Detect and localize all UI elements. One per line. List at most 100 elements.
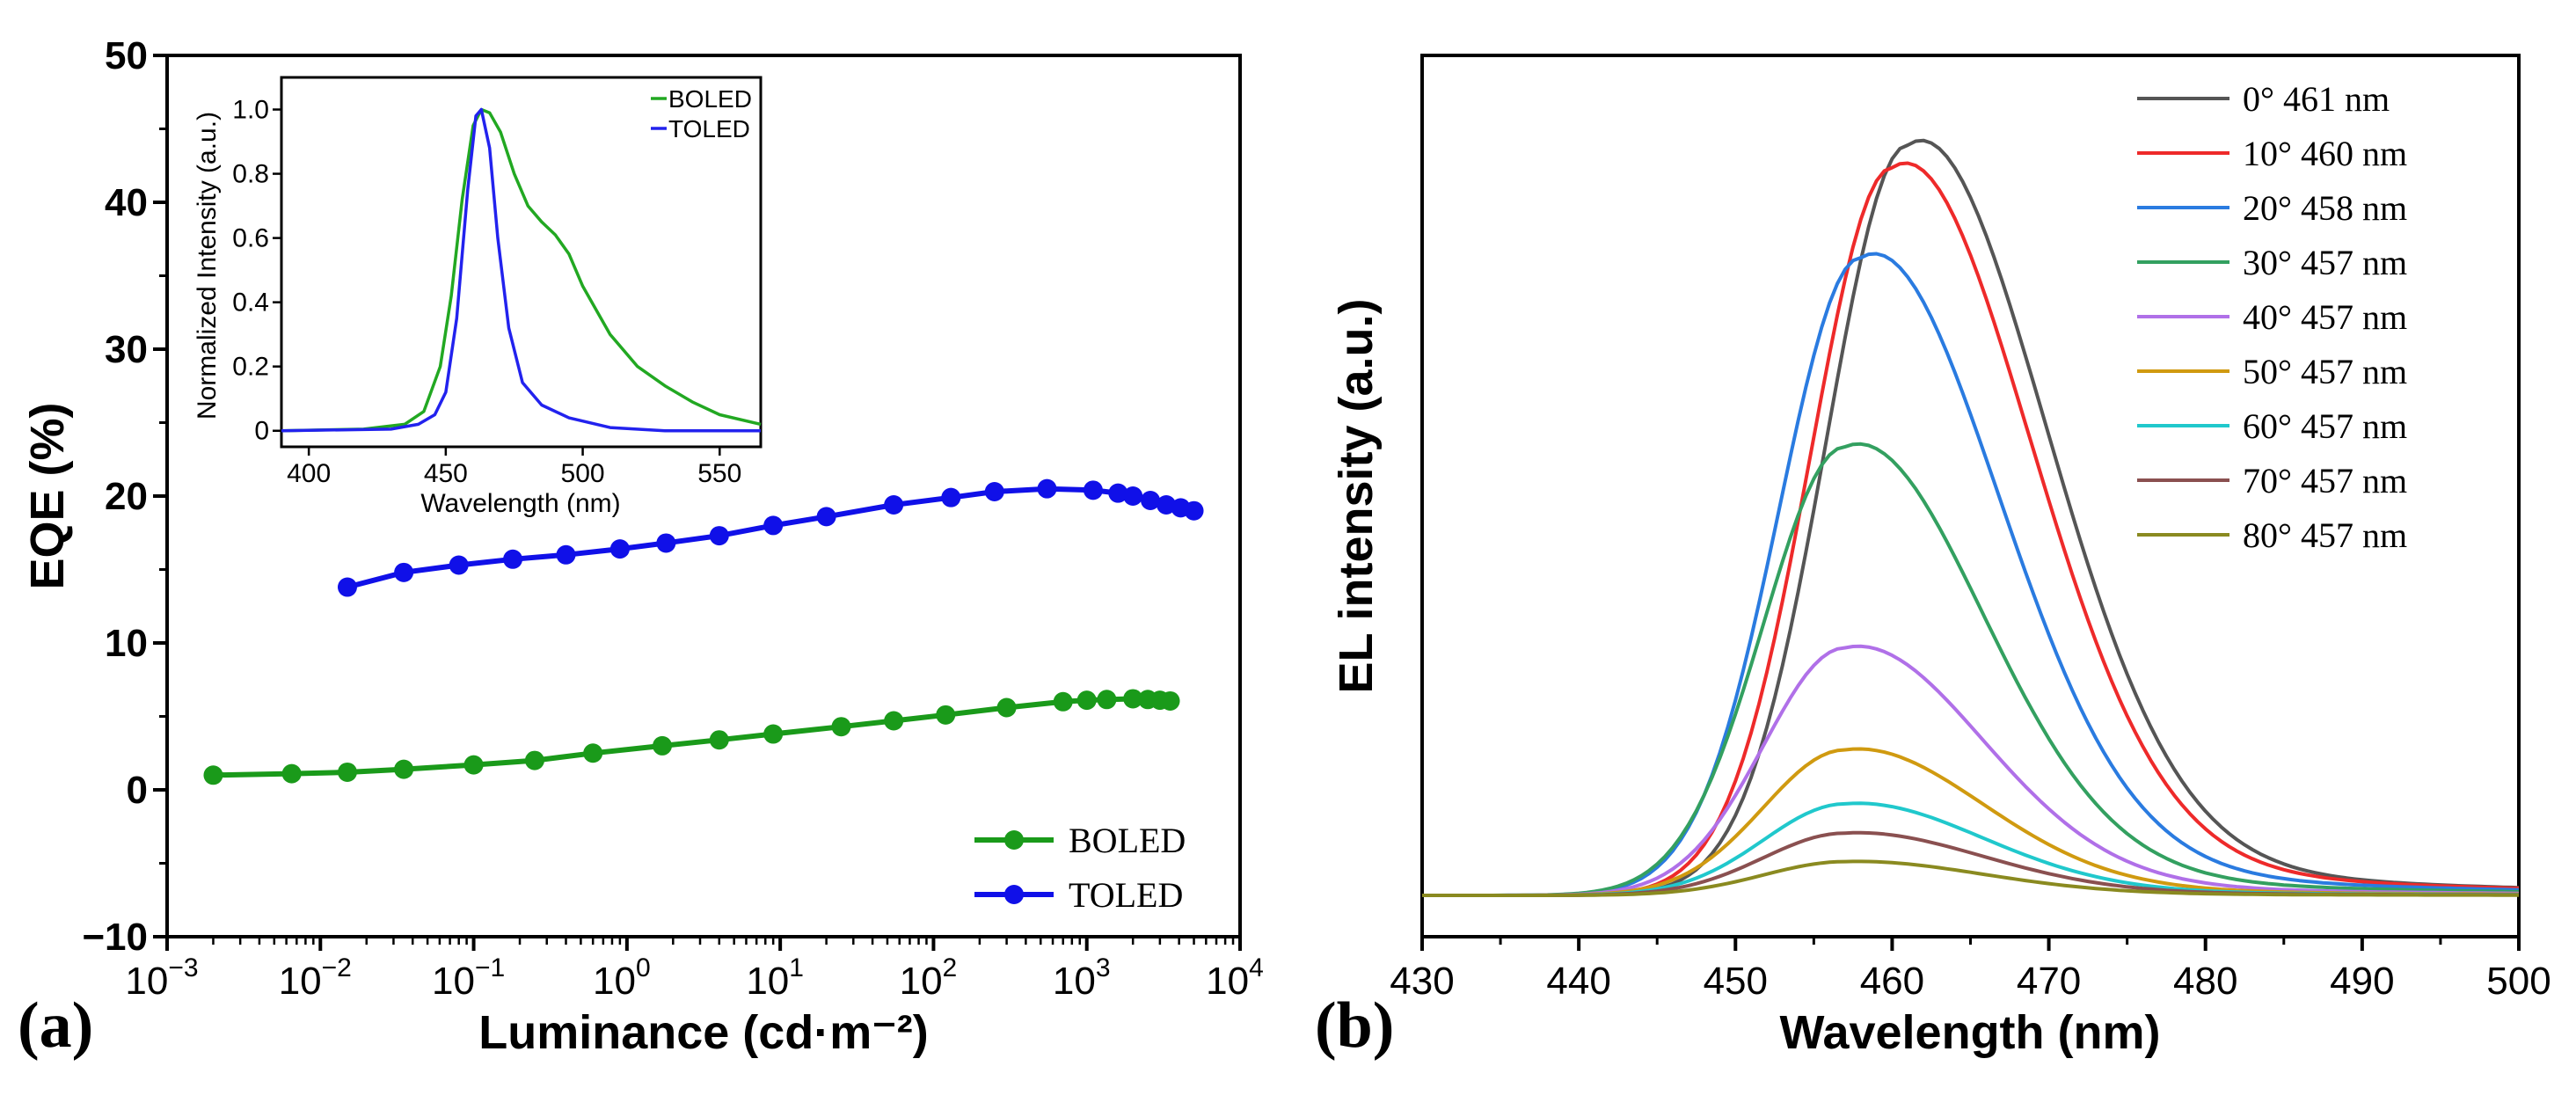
el-x-tick-label: 450 — [1704, 960, 1768, 1003]
inset-x-tick-label: 500 — [561, 459, 605, 488]
eqe-x-axis-title: Luminance (cd·m⁻²) — [478, 1006, 929, 1059]
boled-spectrum-line — [281, 107, 762, 433]
toled-eqe-point — [941, 487, 961, 508]
inset-x-tick-label: 400 — [287, 459, 331, 488]
toled-eqe-point — [816, 507, 836, 527]
el-legend-label-80deg: 80° 457 nm — [2243, 515, 2407, 555]
el-curve-40deg — [1422, 644, 2520, 897]
toled-eqe-point — [656, 533, 676, 553]
eqe-legend: BOLED TOLED — [974, 821, 1186, 915]
toled-eqe-point — [984, 481, 1004, 501]
inset-chart: 0 0.2 0.4 0.6 0.8 1.0 400 450 500 550 Wavelength… — [193, 76, 763, 518]
inset-x-tick-label: 550 — [697, 459, 741, 488]
el-legend-label-50deg: 50° 457 nm — [2243, 352, 2407, 391]
eqe-series — [203, 478, 1204, 785]
eqe-x-tick-label: 101 — [746, 953, 804, 1003]
eqe-y-tick-label: 0 — [127, 769, 148, 812]
eqe-ticks — [153, 54, 1242, 951]
panel-label-a: (a) — [18, 990, 93, 1062]
inset-y-axis-title: Normalized Intensity (a.u.) — [193, 112, 222, 420]
eqe-x-tick-label: 102 — [900, 953, 958, 1003]
inset-y-tick-label: 0.4 — [232, 288, 269, 318]
eqe-y-axis-title: EQE (%) — [21, 402, 74, 589]
boled-eqe-point — [996, 697, 1017, 718]
inset-ticks — [273, 108, 721, 456]
toled-eqe-point — [337, 577, 357, 597]
eqe-x-tick-label: 10−1 — [432, 953, 505, 1003]
toled-legend-label: TOLED — [1069, 875, 1183, 915]
boled-eqe-point — [203, 765, 223, 785]
el-legend-label-0deg: 0° 461 nm — [2243, 79, 2390, 119]
boled-eqe-point — [583, 743, 603, 763]
inset-plot-frame — [280, 76, 763, 449]
inset-y-tick-labels: 0 0.2 0.4 0.6 0.8 1.0 — [232, 96, 269, 446]
toled-eqe-point — [884, 495, 904, 515]
el-x-tick-label: 430 — [1390, 960, 1454, 1003]
boled-eqe-line — [213, 696, 1171, 778]
inset-y-tick-label: 0.6 — [232, 224, 269, 253]
toled-eqe-point — [1184, 500, 1204, 521]
el-legend-label-10deg: 10° 460 nm — [2243, 134, 2407, 173]
inset-x-tick-label: 450 — [424, 459, 468, 488]
el-x-tick-label: 470 — [2017, 960, 2081, 1003]
toled-eqe-point — [1037, 478, 1057, 499]
inset-y-tick-label: 0 — [254, 417, 269, 446]
toled-eqe-point — [1141, 491, 1161, 511]
toled-eqe-point — [763, 515, 784, 536]
eqe-y-tick-label: −10 — [82, 916, 148, 959]
el-y-axis-title: EL intensity (a.u.) — [1330, 298, 1383, 693]
el-legend-label-70deg: 70° 457 nm — [2243, 461, 2407, 500]
eqe-y-tick-label: 20 — [105, 475, 148, 518]
el-legend-label-40deg: 40° 457 nm — [2243, 297, 2407, 337]
toled-inset-legend-label: TOLED — [668, 115, 750, 142]
el-x-tick-label: 490 — [2330, 960, 2394, 1003]
el-curve-20deg — [1422, 252, 2520, 897]
el-x-axis-title: Wavelength (nm) — [1779, 1006, 2160, 1059]
el-x-tick-labels: 430 440 450 460 470 480 490 500 — [1390, 960, 2550, 1003]
inset-y-tick-label: 0.8 — [232, 160, 269, 189]
boled-eqe-point — [463, 755, 484, 775]
eqe-x-tick-label: 10−2 — [279, 953, 352, 1003]
toled-eqe-point — [1083, 480, 1103, 500]
boled-eqe-point — [1076, 690, 1097, 711]
eqe-y-tick-labels: −10 0 10 20 30 40 50 — [82, 34, 148, 959]
inset-series — [281, 107, 762, 433]
inset-y-tick-label: 1.0 — [232, 96, 269, 125]
el-series — [1422, 138, 2520, 897]
boled-eqe-point — [653, 735, 673, 756]
boled-eqe-point — [709, 730, 729, 750]
el-legend: 0° 461 nm 10° 460 nm 20° 458 nm 30° 457 nm 4… — [2137, 79, 2407, 555]
eqe-y-tick-label: 40 — [105, 181, 148, 224]
boled-eqe-point — [936, 705, 956, 725]
inset-x-tick-labels: 400 450 500 550 — [287, 459, 741, 488]
toled-eqe-point — [1108, 483, 1128, 503]
boled-eqe-point — [524, 750, 544, 770]
el-x-tick-label: 500 — [2486, 960, 2550, 1003]
toled-eqe-point — [1123, 486, 1143, 506]
eqe-x-tick-label: 10−3 — [125, 953, 198, 1003]
toled-eqe-point — [1157, 495, 1177, 515]
toled-eqe-point — [394, 562, 414, 582]
boled-eqe-point — [1053, 691, 1073, 712]
el-x-tick-label: 480 — [2173, 960, 2237, 1003]
eqe-y-tick-label: 50 — [105, 34, 148, 77]
toled-eqe-point — [503, 549, 523, 569]
boled-legend-marker — [1004, 830, 1024, 850]
el-curve-80deg — [1422, 859, 2519, 897]
el-legend-label-60deg: 60° 457 nm — [2243, 406, 2407, 446]
toled-eqe-point — [609, 539, 630, 559]
boled-eqe-point — [884, 711, 904, 731]
boled-eqe-point — [394, 759, 414, 779]
el-legend-label-30deg: 30° 457 nm — [2243, 243, 2407, 282]
eqe-y-tick-label: 30 — [105, 328, 148, 371]
panel-label-b: (b) — [1315, 990, 1394, 1062]
boled-inset-legend-label: BOLED — [668, 85, 752, 113]
boled-eqe-point — [1160, 690, 1180, 711]
el-x-tick-label: 460 — [1860, 960, 1924, 1003]
el-ticks — [1420, 937, 2521, 951]
el-chart: 430 440 450 460 470 480 490 500 Wavelength (nm)… — [1330, 54, 2551, 1059]
el-legend-label-20deg: 20° 458 nm — [2243, 188, 2407, 228]
